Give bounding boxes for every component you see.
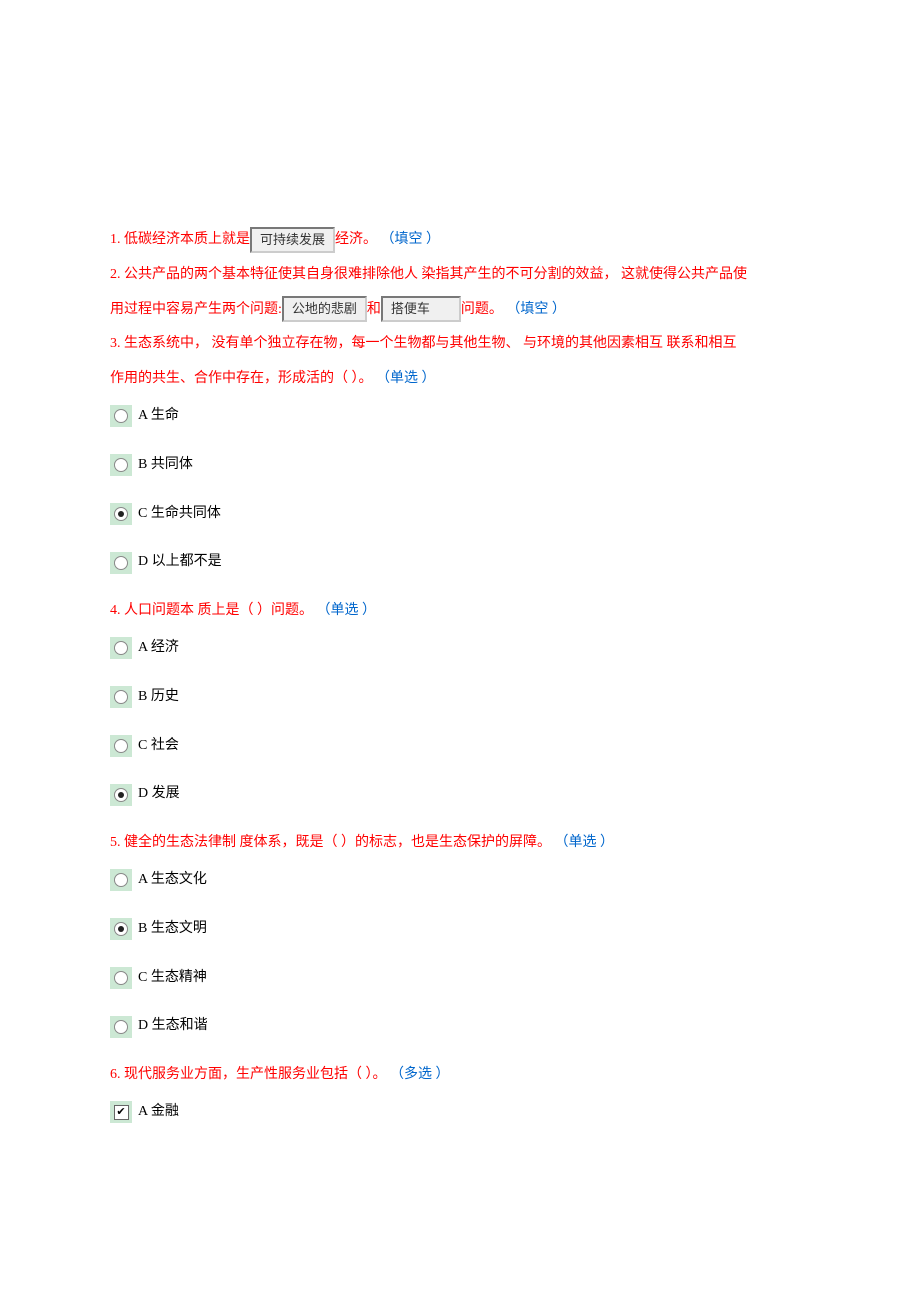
q2-number: 2.	[110, 267, 121, 282]
question-4: 4. 人口问题本 质上是（ ）问题。 （单选 ）	[110, 596, 810, 627]
question-3: 3. 生态系统中， 没有单个独立存在物，每一个生物都与其他生物、 与环境的其他因…	[110, 329, 810, 360]
q1-type: （填空 ）	[381, 232, 441, 247]
q3-option-d-label: D 以上都不是	[138, 547, 222, 578]
radio-icon	[110, 405, 132, 427]
q3-line2: 作用的共生、合作中存在，形成活的（ ）。	[110, 371, 373, 386]
page-container: 1. 低碳经济本质上就是可持续发展经济。 （填空 ） 2. 公共产品的两个基本特…	[0, 0, 920, 1186]
q2-type: （填空 ）	[506, 302, 566, 317]
q3-option-a[interactable]: A 生命	[110, 401, 810, 432]
q3-option-b[interactable]: B 共同体	[110, 450, 810, 481]
q5-option-a-label: A 生态文化	[138, 865, 207, 896]
q6-option-a[interactable]: ✔ A 金融	[110, 1097, 810, 1128]
q2-post: 问题。	[461, 302, 503, 317]
checkbox-checked-icon: ✔	[110, 1101, 132, 1123]
q6-option-a-label: A 金融	[138, 1097, 179, 1128]
radio-icon	[110, 735, 132, 757]
radio-selected-icon	[110, 784, 132, 806]
q5-number: 5.	[110, 835, 121, 850]
radio-icon	[110, 1016, 132, 1038]
q4-option-c-label: C 社会	[138, 731, 179, 762]
q4-option-a-label: A 经济	[138, 633, 179, 664]
q2-blank2[interactable]: 搭便车	[381, 296, 461, 322]
q5-option-a[interactable]: A 生态文化	[110, 865, 810, 896]
radio-icon	[110, 869, 132, 891]
radio-icon	[110, 454, 132, 476]
question-2-line2: 用过程中容易产生两个问题:公地的悲剧和搭便车问题。 （填空 ）	[110, 295, 810, 326]
question-2: 2. 公共产品的两个基本特征使其自身很难排除他人 染指其产生的不可分割的效益， …	[110, 260, 810, 291]
q3-type: （单选 ）	[376, 371, 436, 386]
radio-selected-icon	[110, 503, 132, 525]
q3-line1: 生态系统中， 没有单个独立存在物，每一个生物都与其他生物、 与环境的其他因素相互…	[124, 336, 737, 351]
q4-option-d-label: D 发展	[138, 779, 180, 810]
q1-post: 经济。	[335, 232, 377, 247]
radio-icon	[110, 637, 132, 659]
q4-option-b[interactable]: B 历史	[110, 682, 810, 713]
q3-option-a-label: A 生命	[138, 401, 179, 432]
q1-pre: 低碳经济本质上就是	[124, 232, 250, 247]
q2-line1: 公共产品的两个基本特征使其自身很难排除他人 染指其产生的不可分割的效益， 这就使…	[124, 267, 747, 282]
q4-option-a[interactable]: A 经济	[110, 633, 810, 664]
q2-mid: 和	[367, 302, 381, 317]
q3-option-c[interactable]: C 生命共同体	[110, 499, 810, 530]
q5-text: 健全的生态法律制 度体系，既是（ ）的标志，也是生态保护的屏障。	[124, 835, 551, 850]
q5-option-b[interactable]: B 生态文明	[110, 914, 810, 945]
q5-option-d[interactable]: D 生态和谐	[110, 1011, 810, 1042]
q4-type: （单选 ）	[317, 603, 377, 618]
q5-option-c-label: C 生态精神	[138, 963, 207, 994]
q4-option-b-label: B 历史	[138, 682, 179, 713]
q1-number: 1.	[110, 232, 121, 247]
q3-option-c-label: C 生命共同体	[138, 499, 221, 530]
q5-option-c[interactable]: C 生态精神	[110, 963, 810, 994]
q1-blank[interactable]: 可持续发展	[250, 227, 335, 253]
radio-selected-icon	[110, 918, 132, 940]
q5-option-d-label: D 生态和谐	[138, 1011, 208, 1042]
q4-option-c[interactable]: C 社会	[110, 731, 810, 762]
radio-icon	[110, 967, 132, 989]
question-5: 5. 健全的生态法律制 度体系，既是（ ）的标志，也是生态保护的屏障。 （单选 …	[110, 828, 810, 859]
q3-option-d[interactable]: D 以上都不是	[110, 547, 810, 578]
q2-pre: 用过程中容易产生两个问题:	[110, 302, 282, 317]
q3-number: 3.	[110, 336, 121, 351]
q5-type: （单选 ）	[555, 835, 615, 850]
question-1: 1. 低碳经济本质上就是可持续发展经济。 （填空 ）	[110, 225, 810, 256]
q6-text: 现代服务业方面，生产性服务业包括（ ）。	[124, 1067, 387, 1082]
q3-option-b-label: B 共同体	[138, 450, 193, 481]
q5-option-b-label: B 生态文明	[138, 914, 207, 945]
q4-text: 人口问题本 质上是（ ）问题。	[124, 603, 313, 618]
q6-number: 6.	[110, 1067, 121, 1082]
radio-icon	[110, 686, 132, 708]
q4-option-d[interactable]: D 发展	[110, 779, 810, 810]
q4-number: 4.	[110, 603, 121, 618]
q6-type: （多选 ）	[390, 1067, 450, 1082]
question-3-line2: 作用的共生、合作中存在，形成活的（ ）。 （单选 ）	[110, 364, 810, 395]
q2-blank1[interactable]: 公地的悲剧	[282, 296, 367, 322]
radio-icon	[110, 552, 132, 574]
question-6: 6. 现代服务业方面，生产性服务业包括（ ）。 （多选 ）	[110, 1060, 810, 1091]
